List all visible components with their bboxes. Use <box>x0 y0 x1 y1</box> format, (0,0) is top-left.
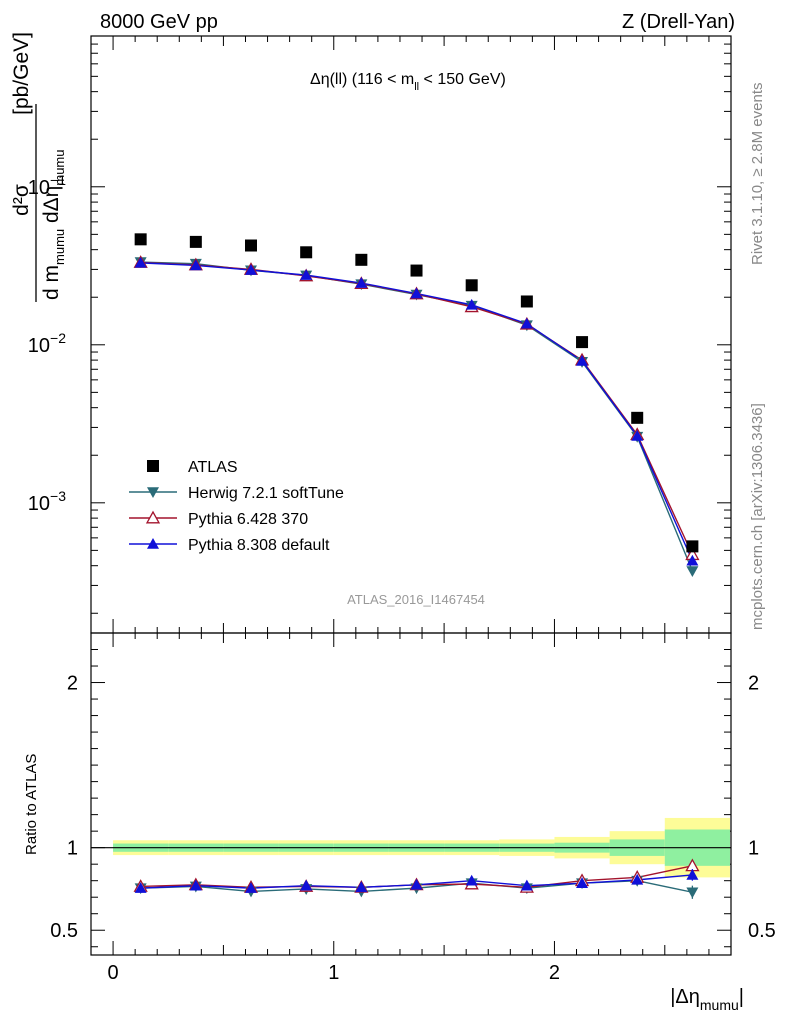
main-panel-frame <box>90 35 732 634</box>
ratio-y-tick-label-right: 2 <box>748 673 759 695</box>
ratio-y-label: Ratio to ATLAS <box>23 754 40 855</box>
ratio-axis-ticks: 0.5 0.5 1 1 2 2 0 1 2 <box>50 632 776 984</box>
main-data-point <box>355 277 368 288</box>
y-unit: [pb/GeV] <box>10 32 33 115</box>
ratio-y-tick-label-right: 1 <box>748 838 759 860</box>
y-numerator: d²σ <box>10 184 33 216</box>
x-tick-label: 1 <box>328 962 339 984</box>
plot-title-subscript: ll <box>414 81 419 93</box>
main-data-point <box>686 540 699 553</box>
main-data-point <box>134 233 147 246</box>
main-data-point <box>300 269 313 280</box>
main-data-point <box>410 264 423 277</box>
legend-label: ATLAS <box>188 459 238 476</box>
ratio-data-point <box>631 873 644 885</box>
ratio-data-point <box>300 879 313 891</box>
main-data-point <box>631 429 644 441</box>
main-data-point <box>465 279 478 292</box>
ratio-data-point <box>134 882 147 893</box>
legend-marker <box>147 460 159 472</box>
ratio-data-point <box>245 882 257 893</box>
ratio-data-point <box>576 877 589 888</box>
ratio-data-point <box>686 868 699 880</box>
main-data-point <box>576 336 589 349</box>
ratio-data-point <box>520 879 533 891</box>
mcplots-label: mcplots.cern.ch [arXiv:1306.3436] <box>749 403 766 630</box>
main-data-point <box>576 354 589 366</box>
main-y-tick-label: 10−2 <box>28 330 66 357</box>
main-data-point <box>189 235 202 248</box>
ratio-data-point <box>686 887 699 899</box>
x-axis-label: |Δηmumu| <box>670 986 744 1013</box>
legend-marker <box>147 538 159 549</box>
x-tick-label: 2 <box>549 962 560 984</box>
main-data-point <box>410 287 423 299</box>
y-denominator: d mmumu dΔηmumu <box>40 150 67 301</box>
main-axis-ticks: 10−1 10−2 10−3 <box>28 35 731 633</box>
rivet-label: Rivet 3.1.10, ≥ 2.8M events <box>749 83 766 266</box>
main-data-point <box>520 317 533 329</box>
legend: ATLAS Herwig 7.2.1 softTune Pythia 6.428 3… <box>129 459 344 554</box>
main-data-point <box>686 566 699 578</box>
legend-marker <box>147 487 159 498</box>
ratio-data-point <box>189 879 202 891</box>
main-data-point <box>245 264 257 275</box>
main-y-label: [pb/GeV] d²σ d mmumu dΔηmumu <box>10 32 67 302</box>
x-tick-label: 0 <box>108 962 119 984</box>
main-data-point <box>300 246 313 259</box>
main-data-point <box>134 256 147 268</box>
main-data-point <box>245 239 257 252</box>
legend-marker <box>145 510 161 524</box>
analysis-id: ATLAS_2016_I1467454 <box>347 592 485 607</box>
main-data-point <box>686 554 699 566</box>
main-data-point <box>465 298 478 310</box>
main-series-group <box>133 233 700 578</box>
ratio-data-point <box>465 874 478 886</box>
main-data-point <box>355 253 368 266</box>
ratio-y-tick-label: 2 <box>67 673 78 695</box>
header-right: Z (Drell-Yan) <box>622 11 735 33</box>
ratio-series-group <box>133 858 700 899</box>
ratio-panel-frame <box>90 632 732 956</box>
plot-title: Δη(ll) (116 < mll < 150 GeV) <box>310 71 506 93</box>
main-y-tick-label: 10−3 <box>28 488 66 515</box>
legend-label: Herwig 7.2.1 softTune <box>188 485 344 502</box>
legend-label: Pythia 8.308 default <box>188 537 330 554</box>
ratio-y-tick-label-right: 0.5 <box>748 920 776 942</box>
main-y-tick-label: 10−1 <box>28 172 66 199</box>
ratio-y-tick-label: 1 <box>67 838 78 860</box>
ratio-data-point <box>355 881 368 893</box>
ratio-y-tick-label: 0.5 <box>50 920 78 942</box>
header-left: 8000 GeV pp <box>100 11 218 33</box>
main-data-point <box>189 259 202 271</box>
main-data-point <box>631 411 644 424</box>
legend-label: Pythia 6.428 370 <box>188 511 308 528</box>
ratio-data-point <box>410 878 423 890</box>
main-data-point <box>520 295 533 308</box>
